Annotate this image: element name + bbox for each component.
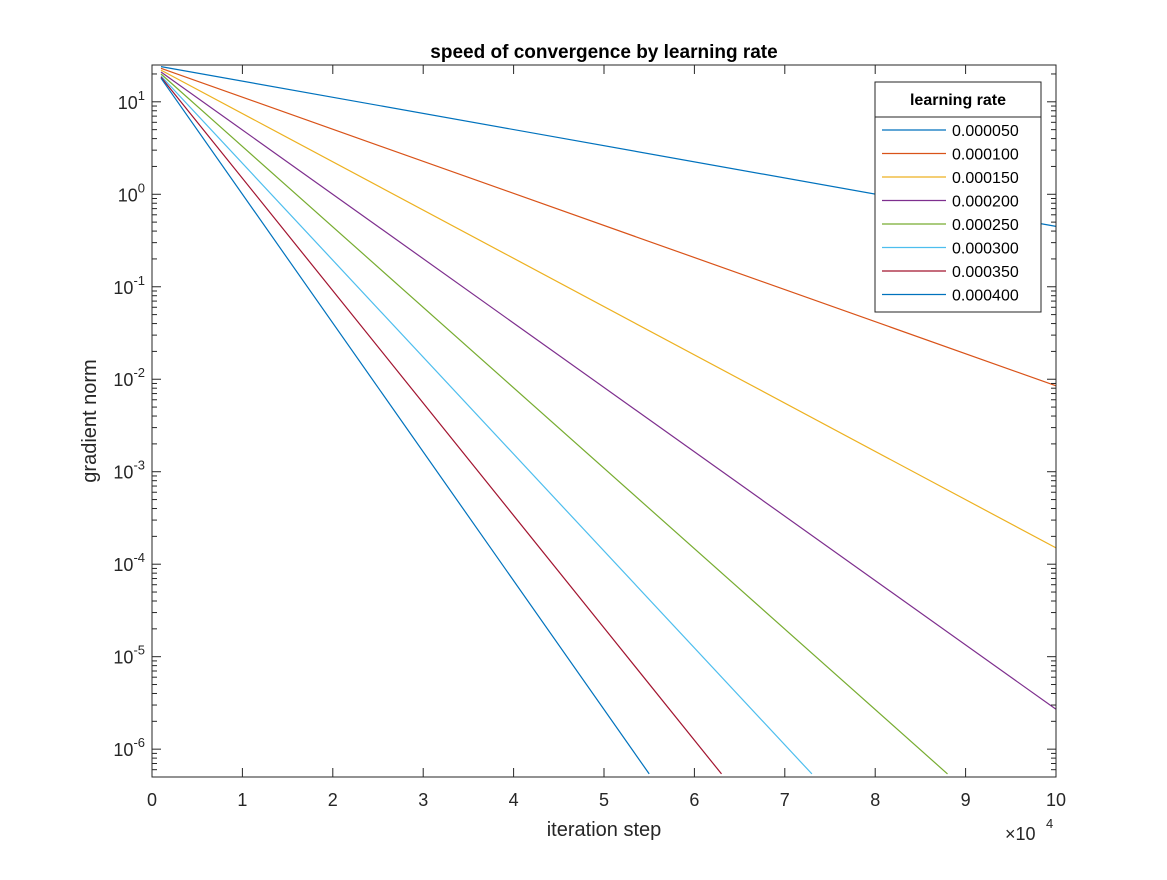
x-tick-label: 5 <box>599 790 609 810</box>
x-tick-label: 1 <box>237 790 247 810</box>
legend: learning rate 0.0000500.0001000.0001500.… <box>874 81 1042 313</box>
y-tick-exponent: -5 <box>133 643 145 658</box>
legend-item: 0.000400 <box>882 288 1019 305</box>
legend-title: learning rate <box>910 92 1006 109</box>
legend-label: 0.000100 <box>952 147 1019 164</box>
legend-label: 0.000400 <box>952 288 1019 305</box>
legend-label: 0.000200 <box>952 194 1019 211</box>
series-line-7 <box>160 76 722 775</box>
legend-box <box>874 81 1042 313</box>
x-tick-label: 4 <box>509 790 519 810</box>
x-tick-label: 7 <box>780 790 790 810</box>
legend-item: 0.000050 <box>882 123 1019 140</box>
legend-item: 0.000350 <box>882 264 1019 281</box>
y-tick-label: 100 <box>118 180 145 205</box>
legend-label: 0.000150 <box>952 170 1019 187</box>
legend-label: 0.000350 <box>952 264 1019 281</box>
legend-label: 0.000050 <box>952 123 1019 140</box>
y-tick-exponent: -6 <box>133 735 145 750</box>
legend-item: 0.000200 <box>882 194 1019 211</box>
y-tick-label: 10-2 <box>113 365 145 390</box>
legend-item: 0.000150 <box>882 170 1019 187</box>
series-line-5 <box>160 73 948 775</box>
y-tick-label: 10-1 <box>113 273 145 298</box>
y-tick-label: 101 <box>118 88 145 113</box>
legend-items: 0.000050 0.000100 0.000150 0.000200 0.000250… <box>882 123 1019 305</box>
series-line-6 <box>160 75 813 775</box>
x-multiplier-exponent: 4 <box>1046 816 1053 831</box>
series-line-8 <box>160 77 650 775</box>
legend-label: 0.000250 <box>952 217 1019 234</box>
x-tick-label: 3 <box>418 790 428 810</box>
y-tick-exponent: -1 <box>133 273 145 288</box>
y-tick-label: 10-4 <box>113 550 145 575</box>
x-tick-label: 2 <box>328 790 338 810</box>
y-axis-label: gradient norm <box>79 359 101 482</box>
legend-item: 0.000100 <box>882 147 1019 164</box>
x-tick-label: 10 <box>1046 790 1066 810</box>
series-line-2 <box>160 67 1057 387</box>
y-tick-exponent: -2 <box>133 365 145 380</box>
x-tick-label: 9 <box>961 790 971 810</box>
x-tick-label: 8 <box>870 790 880 810</box>
series-layer <box>160 66 1057 775</box>
chart-title: speed of convergence by learning rate <box>430 42 777 63</box>
x-multiplier-base: ×10 <box>1005 824 1036 844</box>
y-tick-exponent: -4 <box>133 550 145 565</box>
legend-item: 0.000300 <box>882 241 1019 258</box>
x-axis-multiplier: ×10 4 <box>1005 816 1053 844</box>
y-tick-exponent: -3 <box>133 458 145 473</box>
x-axis-label: iteration step <box>547 819 662 841</box>
legend-label: 0.000300 <box>952 241 1019 258</box>
y-tick-exponent: 1 <box>138 88 145 103</box>
series-line-3 <box>160 69 1057 549</box>
x-axis-ticks: 0 1 2 3 4 5 6 7 8 9 10 <box>147 65 1066 810</box>
x-tick-label: 0 <box>147 790 157 810</box>
series-line-4 <box>160 71 1057 710</box>
x-tick-label: 6 <box>689 790 699 810</box>
legend-item: 0.000250 <box>882 217 1019 234</box>
y-tick-exponent: 0 <box>138 180 145 195</box>
y-tick-label: 10-5 <box>113 643 145 668</box>
y-tick-label: 10-3 <box>113 458 145 483</box>
y-tick-label: 10-6 <box>113 735 145 760</box>
